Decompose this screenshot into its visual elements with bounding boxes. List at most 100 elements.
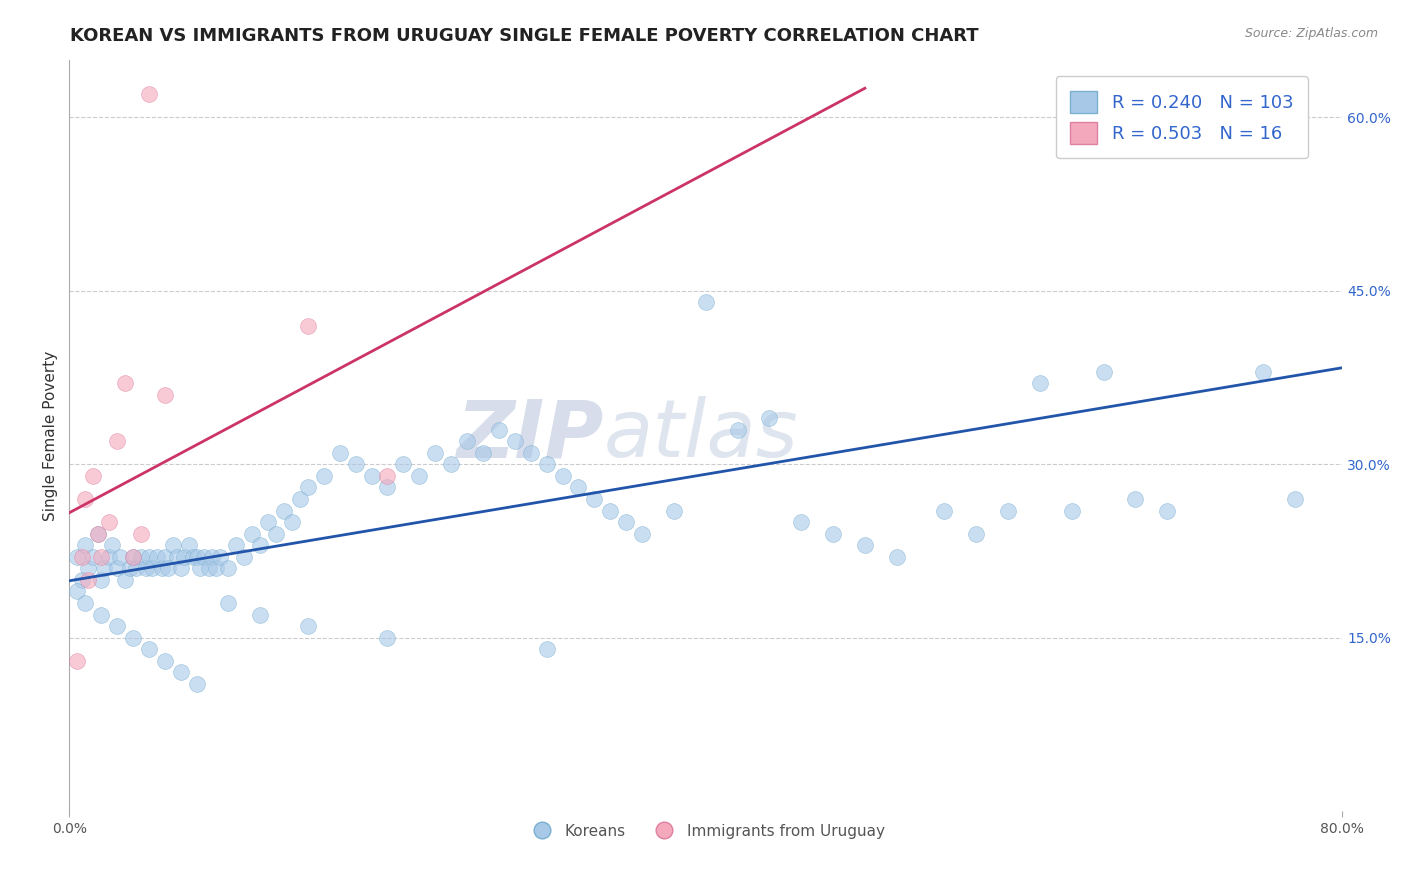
- Point: [536, 642, 558, 657]
- Point: [1188, 111, 1211, 125]
- Point: [77, 561, 100, 575]
- Point: [662, 503, 685, 517]
- Point: [153, 388, 176, 402]
- Point: [965, 526, 987, 541]
- Point: [129, 549, 152, 564]
- Point: [169, 561, 191, 575]
- Point: [82, 549, 104, 564]
- Point: [934, 503, 956, 517]
- Point: [105, 619, 128, 633]
- Point: [150, 561, 173, 575]
- Point: [66, 654, 89, 668]
- Point: [198, 561, 221, 575]
- Point: [138, 549, 160, 564]
- Point: [599, 503, 621, 517]
- Point: [138, 87, 160, 102]
- Legend: Koreans, Immigrants from Uruguay: Koreans, Immigrants from Uruguay: [520, 818, 891, 845]
- Point: [75, 491, 97, 506]
- Point: [488, 423, 510, 437]
- Point: [90, 573, 112, 587]
- Text: Source: ZipAtlas.com: Source: ZipAtlas.com: [1244, 27, 1378, 40]
- Point: [201, 549, 224, 564]
- Point: [551, 468, 574, 483]
- Point: [166, 549, 188, 564]
- Point: [297, 318, 319, 333]
- Point: [87, 526, 110, 541]
- Point: [329, 446, 352, 460]
- Point: [77, 573, 100, 587]
- Point: [186, 549, 208, 564]
- Point: [98, 549, 121, 564]
- Point: [790, 515, 813, 529]
- Point: [886, 549, 908, 564]
- Point: [70, 573, 93, 587]
- Point: [312, 468, 335, 483]
- Point: [186, 677, 208, 691]
- Point: [87, 526, 110, 541]
- Point: [82, 468, 104, 483]
- Point: [614, 515, 637, 529]
- Point: [392, 458, 415, 472]
- Point: [583, 491, 606, 506]
- Point: [536, 458, 558, 472]
- Point: [173, 549, 195, 564]
- Point: [377, 480, 399, 494]
- Point: [75, 538, 97, 552]
- Point: [114, 376, 136, 391]
- Point: [567, 480, 589, 494]
- Point: [204, 561, 226, 575]
- Point: [122, 549, 145, 564]
- Point: [821, 526, 844, 541]
- Point: [188, 561, 211, 575]
- Point: [114, 573, 136, 587]
- Point: [98, 515, 121, 529]
- Y-axis label: Single Female Poverty: Single Female Poverty: [44, 351, 58, 521]
- Point: [1284, 491, 1306, 506]
- Point: [209, 549, 232, 564]
- Point: [217, 596, 239, 610]
- Point: [105, 434, 128, 449]
- Point: [297, 480, 319, 494]
- Point: [122, 631, 145, 645]
- Point: [281, 515, 304, 529]
- Point: [156, 561, 179, 575]
- Point: [695, 295, 717, 310]
- Point: [217, 561, 239, 575]
- Point: [249, 607, 271, 622]
- Point: [758, 411, 780, 425]
- Point: [90, 549, 112, 564]
- Point: [118, 561, 141, 575]
- Point: [1092, 365, 1115, 379]
- Point: [519, 446, 541, 460]
- Point: [70, 549, 93, 564]
- Point: [1219, 99, 1241, 113]
- Point: [125, 561, 148, 575]
- Point: [1125, 491, 1147, 506]
- Point: [1156, 503, 1178, 517]
- Point: [177, 538, 200, 552]
- Point: [93, 561, 115, 575]
- Point: [425, 446, 447, 460]
- Point: [377, 468, 399, 483]
- Point: [997, 503, 1019, 517]
- Point: [249, 538, 271, 552]
- Point: [75, 596, 97, 610]
- Point: [122, 549, 145, 564]
- Point: [727, 423, 749, 437]
- Point: [503, 434, 526, 449]
- Point: [153, 654, 176, 668]
- Point: [129, 526, 152, 541]
- Point: [456, 434, 478, 449]
- Point: [141, 561, 163, 575]
- Point: [264, 526, 287, 541]
- Point: [288, 491, 311, 506]
- Point: [472, 446, 495, 460]
- Point: [344, 458, 367, 472]
- Point: [377, 631, 399, 645]
- Point: [853, 538, 876, 552]
- Point: [169, 665, 191, 680]
- Point: [1060, 503, 1083, 517]
- Point: [90, 607, 112, 622]
- Point: [1251, 365, 1274, 379]
- Point: [1029, 376, 1052, 391]
